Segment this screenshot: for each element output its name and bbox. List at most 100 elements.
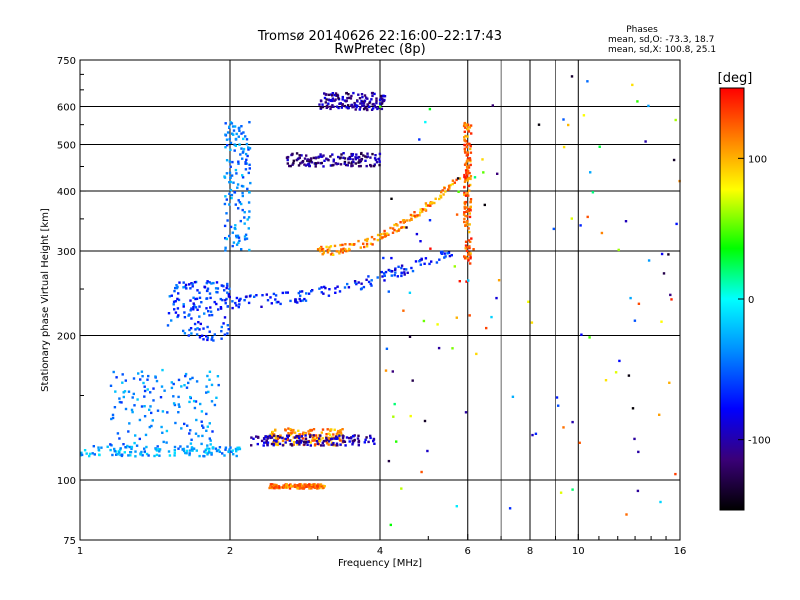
data-point [330,428,333,431]
data-point [428,107,432,111]
data-point [170,319,173,322]
data-point [158,448,162,451]
data-point [334,291,337,294]
data-point [333,428,336,431]
data-point [182,449,186,453]
data-point [331,153,334,156]
data-point [405,219,408,222]
data-point [206,338,209,342]
data-point [464,224,467,227]
data-point [358,108,361,111]
data-point [156,409,160,412]
data-point [289,428,292,431]
data-point [571,488,574,491]
data-point [189,395,192,399]
data-point [315,162,318,165]
data-point [390,256,393,260]
data-point [131,396,134,399]
data-point [468,215,472,219]
data-point [430,260,433,263]
data-point [314,434,318,437]
data-point [320,291,323,294]
data-point [183,316,187,319]
data-point [318,287,321,290]
data-point [375,97,378,100]
data-point [227,450,230,453]
data-point [667,253,670,256]
data-point [306,443,309,446]
data-point [604,379,608,382]
data-point [331,99,334,103]
data-point [291,163,294,166]
data-point [208,281,211,284]
data-point [241,176,245,179]
data-point [121,381,124,384]
data-point [274,294,278,297]
data-point [292,159,295,162]
data-point [186,424,189,427]
data-point [206,325,209,329]
data-point [301,433,305,436]
data-point [264,435,268,439]
data-point [421,210,424,213]
data-point [467,177,470,180]
data-point [382,99,386,103]
data-point [356,104,359,107]
data-point [143,395,146,398]
data-point [360,158,363,161]
data-point [441,189,444,192]
data-point [348,155,351,159]
x-tick-label: 6 [465,546,471,557]
data-point [281,291,284,295]
data-point [631,83,634,87]
data-point [231,306,234,310]
data-point [248,163,251,166]
data-point [146,388,149,391]
data-point [351,443,354,446]
data-point [115,453,118,456]
data-point [131,410,134,414]
colorbar-tick-label: 100 [748,154,767,165]
data-point [552,227,555,231]
data-point [464,151,467,154]
data-point [311,437,315,441]
data-point [310,290,313,293]
data-point [247,227,250,230]
data-point [300,154,303,157]
data-point [393,223,396,227]
data-point [137,372,140,375]
data-point [485,326,488,330]
data-point [309,157,313,160]
data-point [206,444,209,447]
data-point [463,130,466,133]
data-point [324,286,327,290]
data-point [341,95,344,99]
data-point [113,449,116,453]
data-point [466,127,469,131]
data-point [140,450,143,454]
data-point [242,137,245,141]
data-point [298,443,301,446]
data-point [570,217,573,220]
data-point [141,454,144,457]
data-point [200,420,203,423]
data-point [288,439,291,442]
data-point [463,191,466,195]
data-point [198,454,201,458]
data-point [124,446,127,449]
data-point [237,305,240,309]
data-point [329,245,333,248]
data-point [466,135,469,138]
data-point [468,246,471,250]
y-tick-label: 600 [57,103,76,114]
data-point [332,105,335,108]
data-point [208,437,211,440]
data-point [232,241,236,244]
data-point [189,327,193,330]
data-point [224,237,227,240]
data-point [469,177,472,181]
data-point [314,443,317,446]
data-point [396,224,399,227]
data-point [342,247,345,250]
data-point [191,447,195,451]
